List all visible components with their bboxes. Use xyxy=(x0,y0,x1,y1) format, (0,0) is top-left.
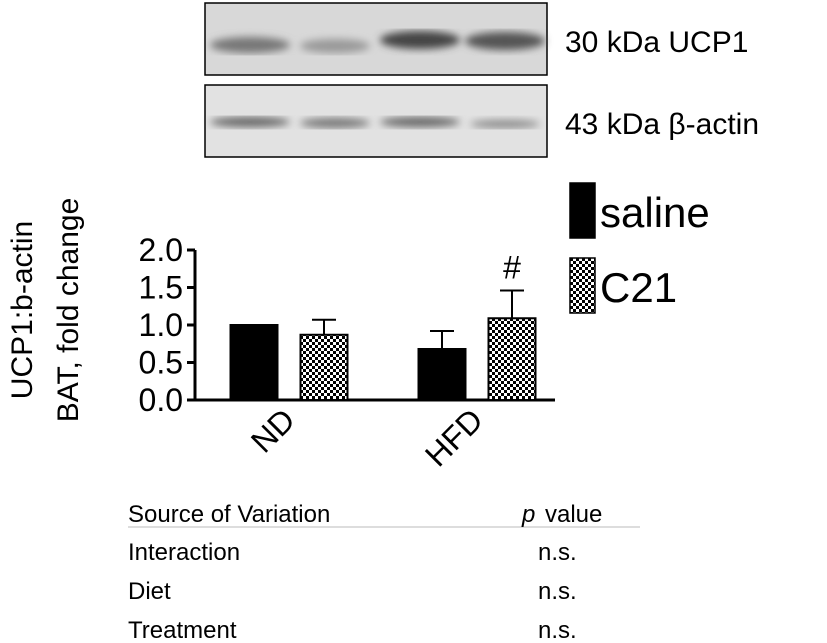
ucp1-bands xyxy=(210,31,545,53)
legend-swatch xyxy=(569,257,596,314)
table-cell: n.s. xyxy=(538,617,577,643)
error-bar xyxy=(312,318,336,335)
annotation: # xyxy=(503,250,521,286)
blot-images: 30 kDa UCP1 43 kDa β-actin xyxy=(204,2,759,158)
table-cell: n.s. xyxy=(538,539,577,566)
y-tick-label: 0.5 xyxy=(139,345,183,381)
actin-bands xyxy=(210,117,540,128)
bar xyxy=(487,317,537,401)
table-cell: Treatment xyxy=(128,617,237,643)
y-tick-label: 0.0 xyxy=(139,382,183,418)
x-tick-label: ND xyxy=(244,401,302,459)
y-axis-label: UCP1:b-actin xyxy=(6,221,39,399)
x-tick-label: HFD xyxy=(418,401,490,473)
y-tick-label: 1.5 xyxy=(139,270,183,306)
error-bar xyxy=(430,330,454,349)
blot-label: 43 kDa β-actin xyxy=(565,108,759,141)
table-cell: Interaction xyxy=(128,539,240,566)
legend-label: C21 xyxy=(600,264,677,311)
error-bar xyxy=(500,289,524,319)
legend-label: saline xyxy=(600,189,710,236)
bar xyxy=(417,348,467,401)
y-axis-label: BAT, fold change xyxy=(52,198,85,423)
y-tick-label: 2.0 xyxy=(139,232,183,268)
bar xyxy=(229,324,279,401)
blot-label: 30 kDa UCP1 xyxy=(565,26,748,59)
table-cell: Diet xyxy=(128,578,171,605)
legend-swatch xyxy=(569,182,596,239)
table-header: Source of Variation xyxy=(128,501,330,528)
bar xyxy=(299,333,349,401)
table-header: value xyxy=(545,501,602,528)
table-header: p xyxy=(521,501,535,528)
table-cell: n.s. xyxy=(538,578,577,605)
y-tick-label: 1.0 xyxy=(139,307,183,343)
